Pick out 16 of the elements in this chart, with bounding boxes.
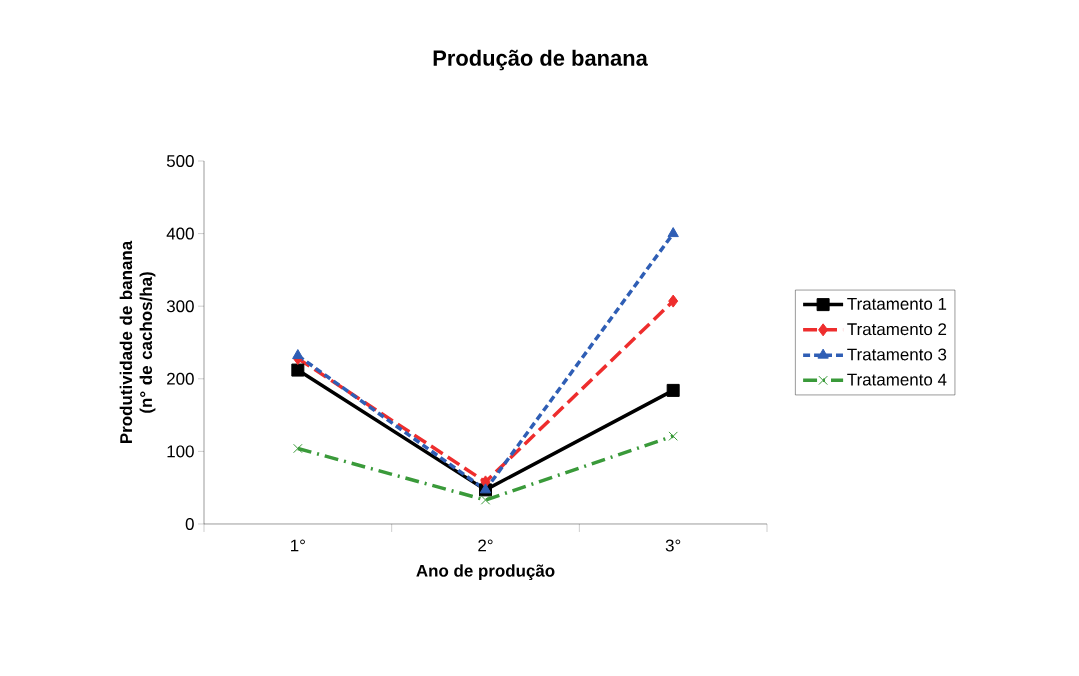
y-tick-label: 500 xyxy=(166,154,194,167)
y-tick-label: 200 xyxy=(167,372,194,385)
legend-label: Tratamento 1 xyxy=(847,298,947,310)
legend-label: Tratamento 2 xyxy=(847,323,947,336)
y-tick-label: 400 xyxy=(166,227,194,240)
y-tick-label: 0 xyxy=(185,517,194,530)
legend-label: Tratamento 4 xyxy=(847,373,947,386)
y-tick-label: 100 xyxy=(167,445,194,458)
y-axis-title: Produtividade de banana (n° de cachos/ha) xyxy=(119,240,156,443)
y-tick-label: 300 xyxy=(166,300,194,313)
x-tick-label: 2° xyxy=(478,539,493,552)
x-tick-label: 1° xyxy=(291,539,305,552)
x-axis-title: Ano de produção xyxy=(416,564,555,581)
chart-title: Produção de banana xyxy=(433,49,648,71)
legend-label: Tratamento 3 xyxy=(847,348,947,361)
x-tick-label: 3° xyxy=(665,539,681,552)
